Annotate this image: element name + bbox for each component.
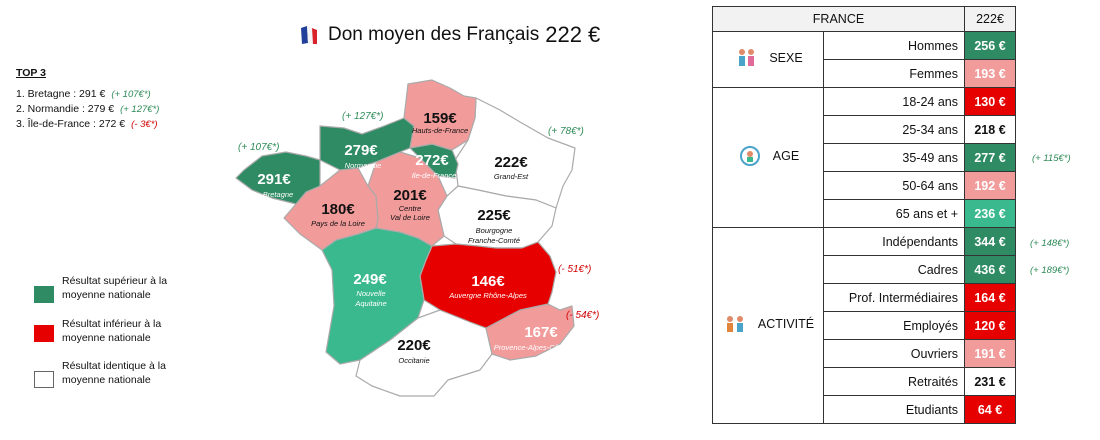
annotation: (+ 107€*)	[238, 142, 279, 153]
work-icon	[722, 312, 748, 336]
region-hauts-de-france[interactable]	[403, 79, 477, 151]
row-label: Etudiants	[823, 395, 965, 424]
gender-icon	[733, 46, 759, 70]
row-value: 218 €	[964, 115, 1016, 144]
row-value: 193 €	[964, 59, 1016, 88]
row-value: 231 €	[964, 367, 1016, 396]
age-icon	[737, 144, 763, 168]
row-value: 192 €	[964, 171, 1016, 200]
legend-item-superior: Résultat supérieur à la moyenne national…	[34, 274, 182, 303]
top3-title: TOP 3	[16, 67, 46, 79]
row-value: 436 €	[964, 255, 1016, 284]
map-legend: Résultat supérieur à la moyenne national…	[34, 274, 182, 402]
table-header-label: FRANCE	[712, 6, 965, 32]
row-label: 65 ans et +	[823, 199, 965, 228]
row-label: Retraités	[823, 367, 965, 396]
row-label: 25-34 ans	[823, 115, 965, 144]
row-label: 35-49 ans	[823, 143, 965, 172]
annotation: (- 51€*)	[558, 264, 591, 275]
legend-swatch	[34, 286, 54, 303]
top3-item: 3. Île-de-France : 272 € (- 3€*)	[16, 118, 158, 130]
french-flag-icon	[301, 26, 317, 44]
row-value: 130 €	[964, 87, 1016, 116]
row-value: 277 €	[964, 143, 1016, 172]
row-value: 120 €	[964, 311, 1016, 340]
region-pays-de-la-loire[interactable]	[283, 167, 379, 251]
title-amount: 222 €	[545, 22, 601, 47]
row-label: Employés	[823, 311, 965, 340]
side-note: (+ 148€*)	[1030, 238, 1070, 249]
row-label: Cadres	[823, 255, 965, 284]
map-title: Don moyen des Français 222 €	[298, 22, 600, 48]
top3-panel: TOP 3 1. Bretagne : 291 € (+ 107€*) 2. No…	[16, 66, 159, 132]
row-value: 344 €	[964, 227, 1016, 256]
group-sexe: SEXE	[712, 31, 824, 88]
row-value: 256 €	[964, 31, 1016, 60]
row-label: Hommes	[823, 31, 965, 60]
row-label: 50-64 ans	[823, 171, 965, 200]
row-label: Femmes	[823, 59, 965, 88]
region-occitanie[interactable]	[355, 309, 493, 397]
row-value: 64 €	[964, 395, 1016, 424]
annotation: (+ 127€*)	[342, 111, 383, 122]
row-label: Indépendants	[823, 227, 965, 256]
legend-item-identical: Résultat identique à la moyenne national…	[34, 359, 182, 388]
side-note: (+ 189€*)	[1030, 265, 1070, 276]
top3-item: 2. Normandie : 279 € (+ 127€*)	[16, 103, 160, 115]
row-value: 236 €	[964, 199, 1016, 228]
table-header-value: 222€	[964, 6, 1016, 32]
row-label: 18-24 ans	[823, 87, 965, 116]
row-value: 164 €	[964, 283, 1016, 312]
region-bretagne[interactable]	[235, 151, 321, 205]
legend-swatch	[34, 371, 54, 388]
group-age: AGE	[712, 87, 824, 228]
stats-table: FRANCE 222€ SEXE Hommes 256 € Femmes 193…	[712, 6, 1016, 424]
group-activite: ACTIVITÉ	[712, 227, 824, 424]
row-label: Prof. Intermédiaires	[823, 283, 965, 312]
title-text: Don moyen des Français	[328, 24, 540, 45]
legend-swatch	[34, 325, 54, 342]
row-value: 191 €	[964, 339, 1016, 368]
side-note: (+ 115€*)	[1032, 153, 1071, 164]
row-label: Ouvriers	[823, 339, 965, 368]
legend-item-inferior: Résultat inférieur à la moyenne national…	[34, 317, 182, 345]
top3-item: 1. Bretagne : 291 € (+ 107€*)	[16, 88, 151, 100]
annotation: (+ 78€*)	[548, 126, 584, 137]
